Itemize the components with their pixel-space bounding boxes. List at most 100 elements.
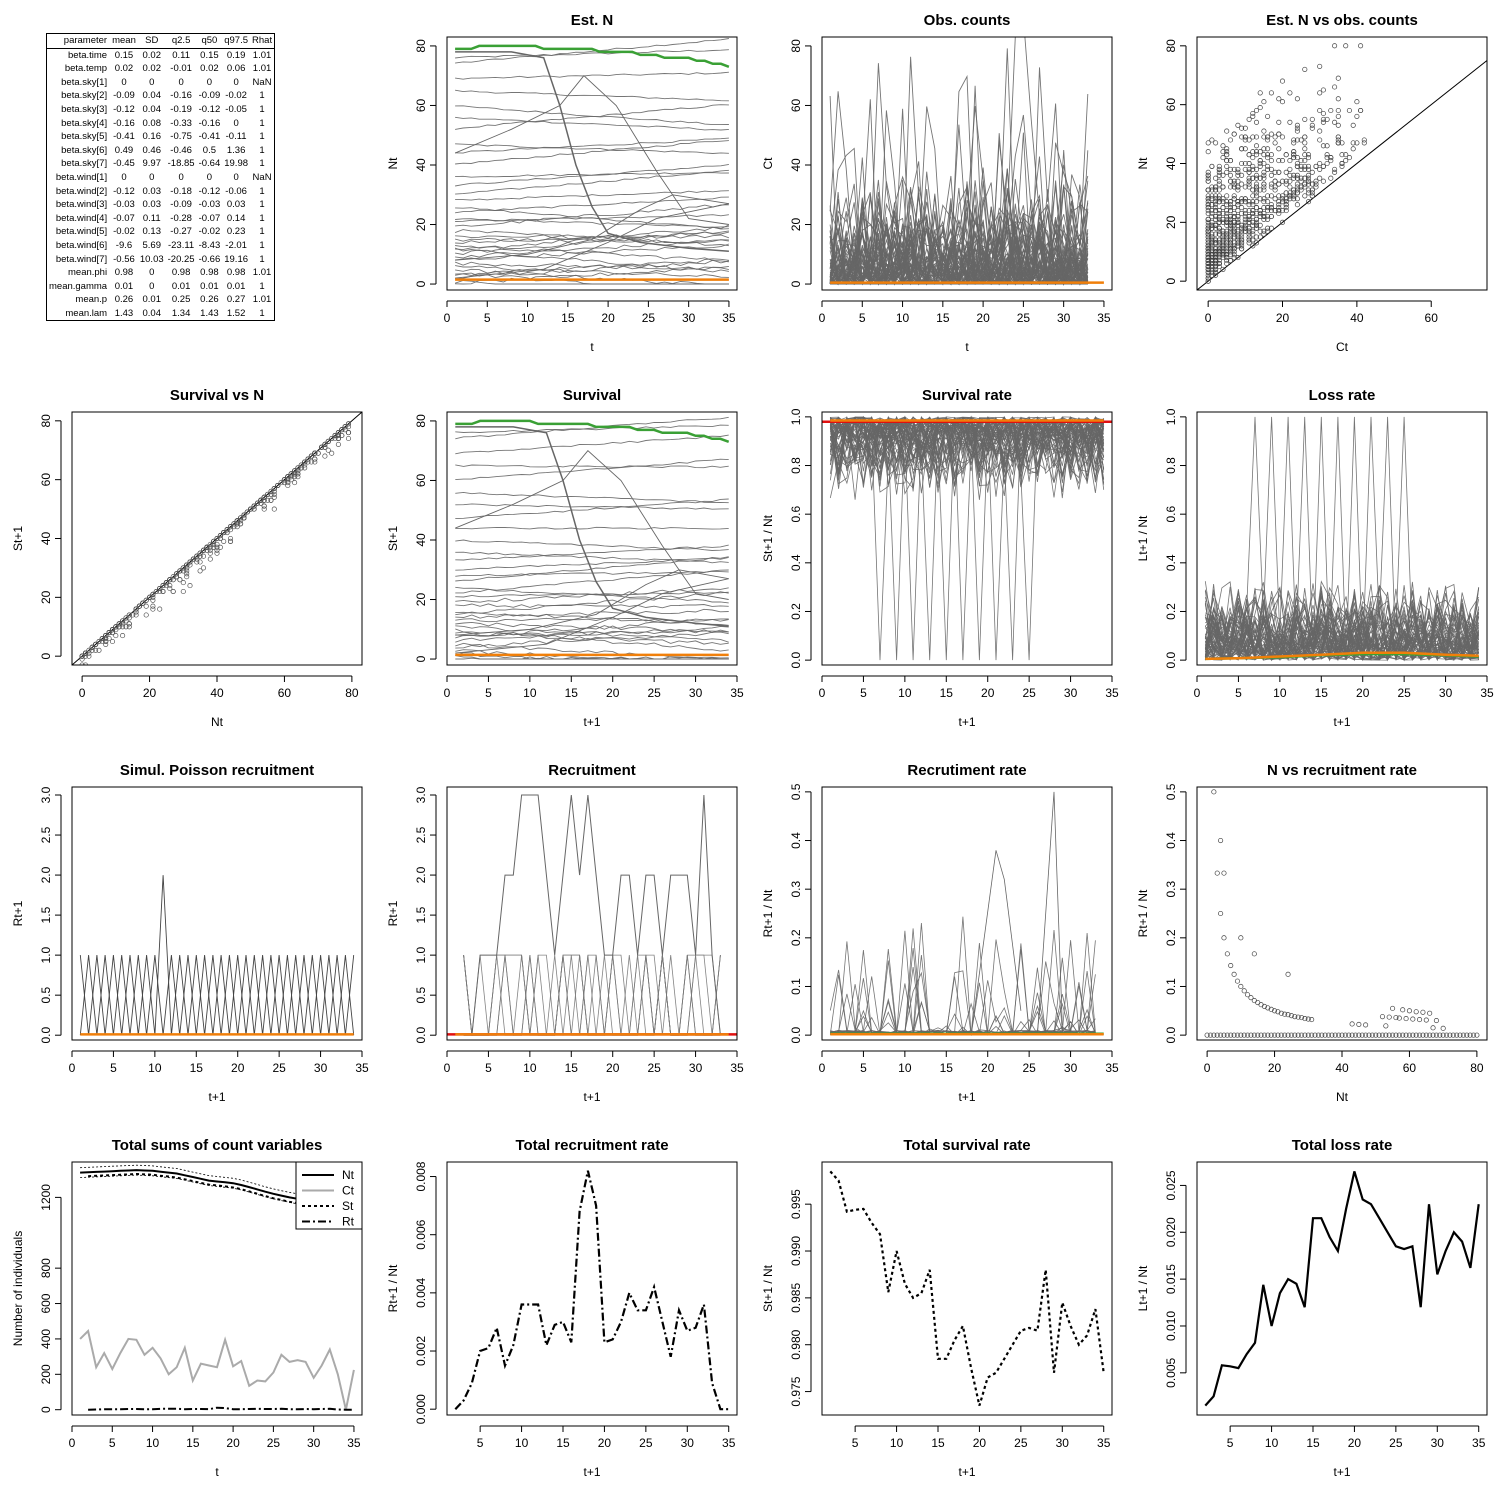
param-cell: 0.06 [226,63,246,75]
data-point [1220,266,1226,272]
x-tick-label: 10 [1273,686,1287,700]
individual-trajectory [455,258,729,276]
data-point [1242,137,1248,143]
param-cell: -0.01 [170,63,192,75]
y-axis-label: Nt [386,157,400,170]
y-tick-label: 0.5 [39,987,53,1004]
data-point [1335,140,1341,146]
spike-trajectory [1037,791,1063,1036]
data-point [295,465,301,471]
param-cell: -0.64 [198,158,221,170]
individual-trajectory [829,37,1089,285]
param-cell: beta.wind[2] [55,185,108,197]
data-point [150,594,156,600]
data-point [1287,196,1293,202]
data-point [180,588,186,595]
data-point [1209,237,1215,243]
data-point [1246,152,1252,158]
data-point [207,541,213,547]
individual-trajectory [455,89,729,102]
data-point [207,556,213,562]
param-cell: 0.08 [142,117,162,129]
data-point [1283,152,1289,158]
chart-survival-vs-n: Survival vs N Nt St+1 0 20 40 60 80 0 20 40 60 80 [11,387,363,729]
individual-trajectory [829,188,1089,285]
data-point [177,568,183,574]
legend-label: St [342,1199,354,1213]
data-point [1224,260,1230,267]
data-point [167,577,173,583]
data-point [133,612,139,618]
zero-point [1204,1032,1210,1038]
individual-trajectory [829,219,1089,286]
data-point [1227,228,1234,234]
x-tick-label: 5 [860,1061,867,1075]
data-point [1246,219,1252,225]
y-tick-label: 60 [39,473,53,487]
data-point [1216,208,1222,214]
data-point [1216,163,1222,169]
param-cell: -0.45 [113,158,135,170]
data-point [214,547,220,553]
plot-frame [446,36,738,291]
data-point [1309,1017,1315,1023]
individual-trajectory [1204,589,1480,661]
data-point [1205,225,1211,231]
data-point [1216,243,1222,249]
plot-frame [446,411,738,666]
total-survival-line [829,1170,1105,1406]
declining-trajectory [455,426,729,628]
x-tick-label: 15 [556,1436,570,1450]
param-cell: 1.01 [252,294,272,306]
param-cell: 0.15 [114,49,134,61]
data-point [1224,152,1230,158]
data-point [82,650,89,656]
x-tick-label: 0 [444,311,451,325]
individual-trajectory [455,539,729,551]
zero-point [1322,1032,1328,1038]
x-tick-label: 30 [1439,686,1453,700]
data-point [1317,90,1323,96]
data-point [1246,160,1252,167]
data-point [1257,208,1263,214]
individual-trajectory [455,259,730,280]
x-tick-label: 30 [681,1436,695,1450]
zero-point [1272,1032,1278,1038]
data-point [187,559,193,565]
data-point [1239,146,1245,152]
data-point [1268,184,1274,190]
data-point [1216,240,1222,246]
x-tick-label: 35 [355,1061,369,1075]
data-point [1320,163,1326,169]
param-cell: -0.33 [170,117,192,129]
rising-trajectory [454,75,729,225]
plot-frame [1196,786,1488,1041]
x-tick-label: 35 [347,1436,361,1450]
data-point [1209,210,1215,217]
data-point [1242,134,1248,140]
data-point [93,647,99,653]
zero-point [1349,1032,1355,1038]
individual-trajectory [829,415,1105,493]
data-point [1227,172,1234,178]
data-point [1213,255,1219,261]
param-cell: 0.46 [142,144,162,156]
series-Rt [88,1406,354,1411]
data-point [1265,1005,1271,1011]
data-point [1231,246,1237,252]
data-point [1283,202,1289,208]
data-point [1302,66,1308,72]
data-point [1332,166,1338,172]
param-cell: -0.19 [170,103,192,115]
data-point [1309,169,1315,175]
data-point [184,562,190,568]
data-point [292,471,298,477]
data-point [1305,199,1312,205]
data-point [1205,278,1211,284]
y-tick-label: 0.990 [789,1236,803,1266]
data-point [157,585,163,592]
param-cell: 0.01 [171,280,191,292]
data-point [1305,152,1312,158]
data-point [1205,222,1211,228]
data-point [1294,125,1300,131]
